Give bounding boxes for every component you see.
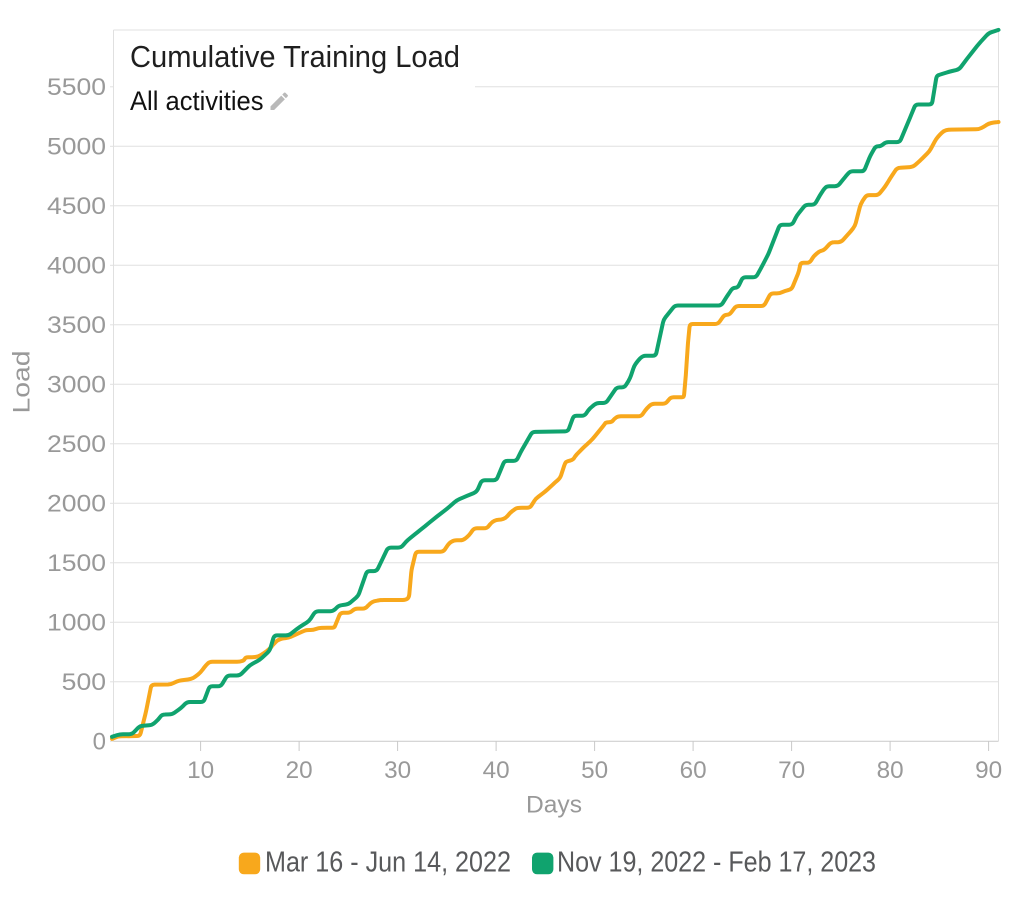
svg-text:4000: 4000 [47,252,106,279]
svg-text:1500: 1500 [47,550,106,577]
svg-text:10: 10 [187,757,214,784]
svg-text:500: 500 [62,669,106,696]
svg-text:50: 50 [581,757,608,784]
svg-text:5500: 5500 [47,74,106,101]
svg-text:90: 90 [975,757,1002,784]
svg-text:All activities: All activities [130,86,264,116]
svg-text:3500: 3500 [47,312,106,339]
svg-text:20: 20 [286,757,313,784]
svg-text:40: 40 [483,757,510,784]
svg-text:Nov 19, 2022 - Feb 17, 2023: Nov 19, 2022 - Feb 17, 2023 [557,847,876,879]
svg-text:Mar 16 - Jun 14, 2022: Mar 16 - Jun 14, 2022 [265,847,511,879]
svg-text:0: 0 [93,728,106,755]
svg-text:1000: 1000 [47,609,106,636]
svg-text:Load: Load [9,351,36,414]
svg-text:3000: 3000 [47,371,106,398]
svg-text:4500: 4500 [47,193,106,220]
svg-text:80: 80 [877,757,904,784]
svg-text:30: 30 [384,757,411,784]
svg-text:Cumulative Training Load: Cumulative Training Load [130,39,460,74]
svg-text:5000: 5000 [47,133,106,160]
svg-text:2000: 2000 [47,490,106,517]
svg-text:2500: 2500 [47,431,106,458]
svg-text:Days: Days [526,792,582,819]
svg-text:60: 60 [680,757,707,784]
svg-text:70: 70 [778,757,805,784]
